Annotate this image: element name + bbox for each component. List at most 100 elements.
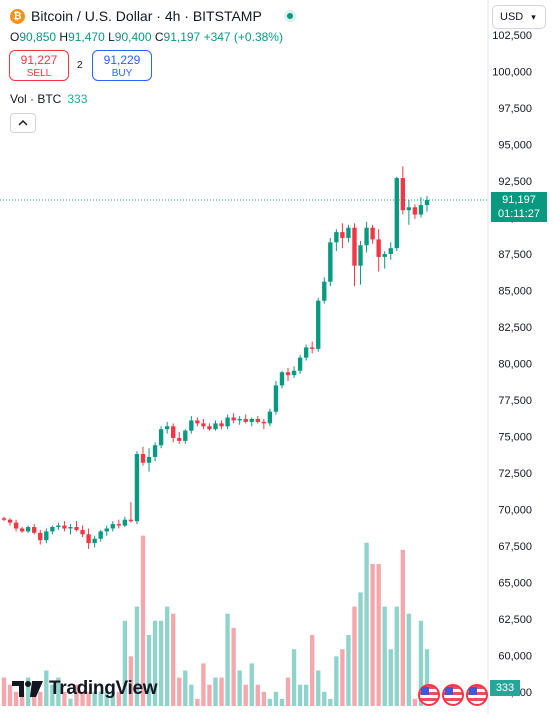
- low-label: L: [108, 30, 115, 44]
- candle: [207, 423, 212, 431]
- candle-body: [207, 426, 212, 430]
- candle: [134, 451, 140, 525]
- candle-body: [189, 420, 194, 431]
- sell-button[interactable]: 91,227 SELL: [9, 50, 69, 81]
- volume-bar: [19, 691, 25, 706]
- close-value: 91,197: [163, 30, 201, 44]
- volume-bar: [122, 620, 128, 706]
- candle-body: [406, 207, 412, 211]
- candle: [255, 416, 260, 424]
- volume-bar: [346, 635, 351, 706]
- volume-bar: [25, 677, 31, 706]
- candle: [334, 229, 339, 252]
- volume-bar: [62, 691, 67, 706]
- volume-bar: [110, 691, 115, 706]
- volume-bar: [406, 613, 412, 706]
- tradingview-logo[interactable]: TradingView: [12, 678, 158, 700]
- candle-body: [134, 454, 140, 522]
- candle-body: [7, 519, 13, 523]
- candle: [44, 528, 49, 544]
- candle: [110, 521, 115, 532]
- close-label: C: [154, 30, 164, 44]
- candle-body: [400, 178, 406, 211]
- candle-body: [412, 207, 418, 215]
- candle: [310, 341, 315, 354]
- volume-bar: [98, 691, 103, 706]
- candle-body: [171, 426, 176, 438]
- candle-body: [219, 423, 224, 427]
- candle-body: [310, 347, 315, 349]
- candle-body: [195, 420, 200, 424]
- last-price-tag: 91,197 01:11:27: [491, 192, 547, 222]
- candle: [346, 224, 351, 243]
- price-tick-label: 62,500: [498, 614, 532, 626]
- price-tick-label: 80,000: [498, 359, 532, 371]
- candle-body: [80, 529, 85, 535]
- candle: [68, 524, 73, 535]
- candle-body: [346, 227, 351, 238]
- candle-body: [116, 524, 121, 526]
- candle-body: [50, 527, 55, 532]
- volume-bar: [291, 649, 297, 706]
- price-tick-label: 102,500: [492, 30, 532, 42]
- candle: [261, 418, 267, 430]
- us-flag-icon[interactable]: [418, 684, 440, 706]
- candle: [25, 525, 31, 533]
- candle-body: [25, 527, 31, 532]
- candle-body: [255, 418, 260, 422]
- candle-body: [249, 418, 254, 422]
- us-flag-icon[interactable]: [466, 684, 488, 706]
- candle: [328, 237, 333, 287]
- candle: [56, 522, 61, 530]
- currency-select[interactable]: USD ▾: [492, 5, 546, 29]
- buy-button[interactable]: 91,229 BUY: [92, 50, 152, 81]
- volume-bar: [340, 649, 345, 706]
- candle: [98, 529, 103, 542]
- candle-body: [19, 528, 25, 532]
- candle-body: [110, 524, 115, 529]
- candle-body: [62, 525, 67, 529]
- volume-bar: [358, 592, 363, 706]
- economic-events[interactable]: [418, 684, 490, 706]
- candle-body: [38, 532, 43, 541]
- volume-bar: [171, 613, 176, 706]
- candle: [19, 527, 25, 533]
- volume-bar: [352, 606, 357, 706]
- candle: [273, 381, 279, 415]
- candle-body: [104, 528, 109, 532]
- symbol-title[interactable]: Bitcoin / U.S. Dollar · 4h · BITSTAMP: [31, 8, 262, 24]
- volume-bar: [140, 535, 146, 706]
- volume-bar: [164, 606, 170, 706]
- volume-bar: [195, 698, 200, 706]
- candle-body: [273, 385, 279, 412]
- volume-bar: [334, 656, 339, 706]
- spread-value: 2: [77, 60, 83, 71]
- candle: [297, 354, 303, 374]
- candle-body: [56, 525, 61, 528]
- candle-body: [68, 527, 73, 529]
- candle: [201, 418, 206, 430]
- candle-body: [1, 518, 7, 520]
- us-flag-icon[interactable]: [442, 684, 464, 706]
- price-tick-label: 72,500: [498, 468, 532, 480]
- volume-bar: [424, 649, 430, 706]
- tradingview-logo-text: TradingView: [49, 678, 158, 699]
- volume-bar: [412, 698, 418, 706]
- price-tick-label: 60,000: [498, 651, 532, 663]
- open-label: O: [10, 30, 20, 44]
- candle: [388, 242, 393, 260]
- volume-bar: [279, 698, 285, 706]
- candle: [225, 414, 230, 430]
- candle: [164, 421, 170, 434]
- candle: [122, 516, 128, 528]
- candle: [195, 417, 200, 427]
- volume-bar: [201, 663, 206, 706]
- candle: [340, 223, 345, 249]
- candle-body: [340, 232, 345, 238]
- volume-bar: [285, 677, 291, 706]
- volume-bar: [418, 620, 424, 706]
- volume-bar: [328, 698, 333, 706]
- collapse-legend-button[interactable]: [10, 113, 36, 133]
